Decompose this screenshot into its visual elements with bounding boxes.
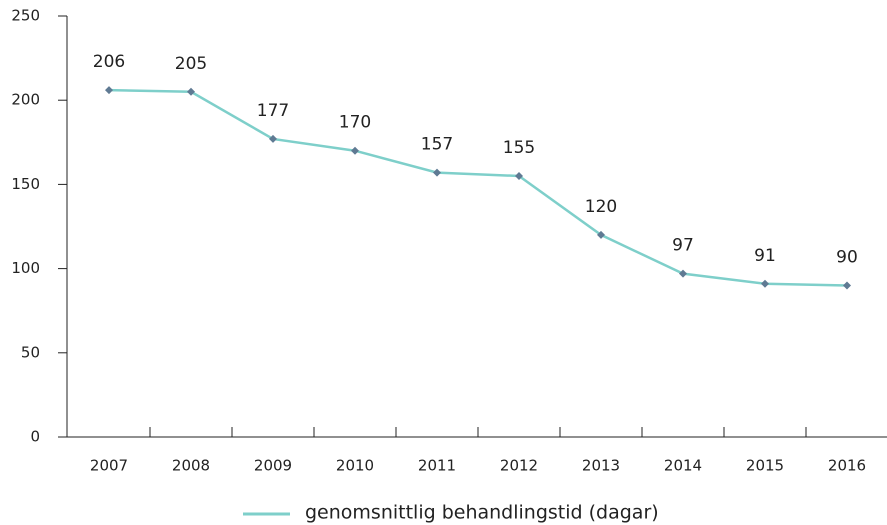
- marker: [515, 171, 523, 180]
- marker: [433, 168, 441, 177]
- y-tick-label: 200: [11, 91, 40, 109]
- data-label: 157: [421, 135, 453, 155]
- x-tick-label: 2014: [664, 457, 702, 475]
- marker: [351, 146, 359, 155]
- data-label: 120: [585, 197, 617, 217]
- legend-label: genomsnittlig behandlingstid (dagar): [305, 502, 659, 524]
- data-label: 170: [339, 113, 371, 133]
- y-tick-label: 0: [30, 428, 40, 446]
- y-tick-label: 250: [11, 7, 40, 25]
- marker: [187, 87, 195, 96]
- marker: [679, 269, 687, 278]
- marker: [597, 230, 605, 239]
- x-tick-label: 2011: [418, 457, 456, 475]
- x-tick-label: 2012: [500, 457, 538, 475]
- x-tick-label: 2007: [90, 457, 128, 475]
- data-label: 97: [672, 236, 694, 256]
- data-label: 155: [503, 138, 535, 158]
- x-tick-label: 2009: [254, 457, 292, 475]
- x-tick-label: 2013: [582, 457, 620, 475]
- data-label: 90: [836, 247, 858, 267]
- data-label: 206: [93, 52, 125, 72]
- x-tick-label: 2010: [336, 457, 374, 475]
- data-label: 177: [257, 101, 289, 121]
- marker: [843, 281, 851, 290]
- marker: [761, 279, 769, 288]
- y-tick-label: 150: [11, 175, 40, 193]
- y-tick-label: 50: [21, 343, 40, 361]
- data-label: 91: [754, 246, 776, 266]
- x-tick-label: 2015: [746, 457, 784, 475]
- series-line: [108, 88, 848, 287]
- marker: [105, 86, 113, 95]
- data-label: 205: [175, 54, 207, 74]
- x-tick-label: 2008: [172, 457, 210, 475]
- x-tick-label: 2016: [828, 457, 866, 475]
- y-tick-label: 100: [11, 259, 40, 277]
- marker: [269, 134, 277, 143]
